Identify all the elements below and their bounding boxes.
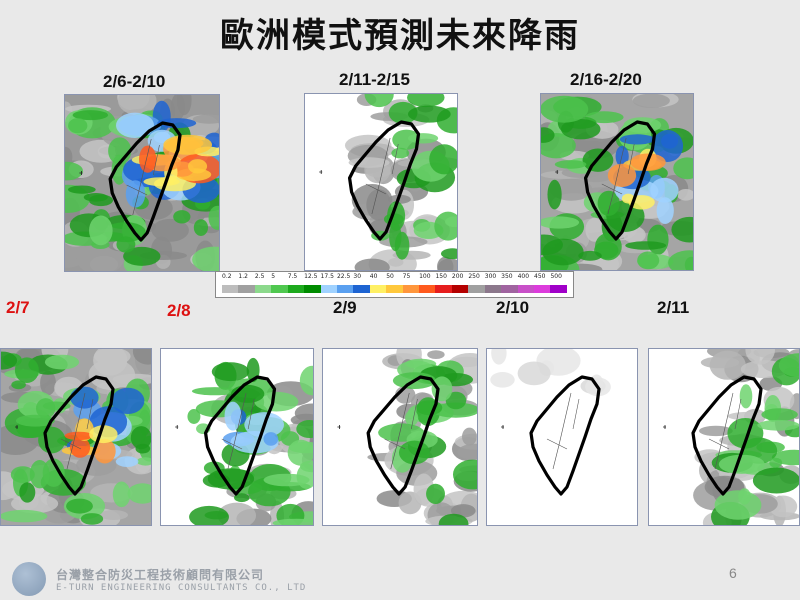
legend-tick-label: 150 xyxy=(435,273,447,280)
legend-color-swatch xyxy=(254,285,272,293)
legend-tick-label: 500 xyxy=(550,273,562,280)
rain-map-2-9 xyxy=(322,348,478,526)
rainfall-map-graphic xyxy=(1,349,151,525)
legend-tick-label: 5 xyxy=(271,273,276,280)
rain-map-2-16-to-2-20 xyxy=(540,93,694,271)
legend-color-swatch xyxy=(353,285,370,293)
legend-color-swatch xyxy=(451,285,469,293)
rain-map-2-11-to-2-15 xyxy=(304,93,458,271)
top-panel-label-1: 2/6-2/10 xyxy=(103,72,166,91)
company-name-cn: 台灣整合防災工程技術顧問有限公司 xyxy=(56,568,265,582)
bottom-panel-label-2: 2/8 xyxy=(167,301,191,320)
legend-color-swatch xyxy=(304,285,321,293)
legend-tick-label: 200 xyxy=(451,273,464,280)
rainfall-map-graphic xyxy=(649,349,799,525)
legend-tick-label: 400 xyxy=(517,273,530,280)
legend-color-swatch xyxy=(435,285,452,293)
legend-tick-label: 0.2 xyxy=(222,273,232,280)
legend-color-swatch xyxy=(222,285,239,293)
legend-tick-label: 30 xyxy=(353,273,362,280)
legend-tick-label: 22.5 xyxy=(336,273,351,280)
legend-tick-label: 17.5 xyxy=(320,273,334,280)
legend-tick-label: 50 xyxy=(386,273,394,280)
top-panel-label-2: 2/11-2/15 xyxy=(339,70,410,89)
legend-colorbar xyxy=(222,285,567,293)
top-panel-label-3: 2/16-2/20 xyxy=(570,70,642,89)
legend-color-swatch xyxy=(386,285,403,293)
rainfall-map-graphic xyxy=(487,349,637,525)
legend-tick-label: 1.2 xyxy=(238,273,248,280)
page-number: 6 xyxy=(729,565,737,581)
legend-color-swatch xyxy=(468,285,485,293)
legend-color-swatch xyxy=(501,285,518,293)
legend-color-swatch xyxy=(238,285,255,293)
rain-map-2-11 xyxy=(648,348,800,526)
company-name-en: E-TURN ENGINEERING CONSULTANTS CO., LTD xyxy=(56,583,307,593)
legend-color-swatch xyxy=(402,285,420,293)
legend-color-swatch xyxy=(484,285,502,293)
rainfall-map-graphic xyxy=(323,349,477,525)
legend-color-swatch xyxy=(419,285,436,293)
bottom-panel-label-1: 2/7 xyxy=(6,298,30,317)
legend-color-swatch xyxy=(336,285,354,293)
rainfall-color-legend: 0.2 1.2 2.5 5 7.5 12.5 17.5 22.5 30 40 50 75 100 150 2… xyxy=(215,271,574,298)
bottom-panel-label-5: 2/11 xyxy=(657,298,690,317)
legend-tick-label: 7.5 xyxy=(287,273,298,280)
rainfall-map-graphic xyxy=(305,94,457,270)
legend-color-swatch xyxy=(287,285,305,293)
rainfall-map-graphic xyxy=(161,349,313,525)
slide-title: 歐洲模式預測未來降雨 xyxy=(220,16,580,56)
rain-map-2-8 xyxy=(160,348,314,526)
legend-color-swatch xyxy=(534,285,551,293)
legend-tick-label: 300 xyxy=(484,273,497,280)
legend-tick-label: 12.5 xyxy=(304,273,318,280)
legend-ticks: 0.2 1.2 2.5 5 7.5 12.5 17.5 22.5 30 40 50 75 100 150 2… xyxy=(222,273,567,283)
legend-color-swatch xyxy=(271,285,288,293)
bottom-panel-label-4: 2/10 xyxy=(496,298,530,317)
legend-tick-label: 350 xyxy=(501,273,513,280)
bottom-panel-label-3: 2/9 xyxy=(333,298,357,317)
legend-tick-label: 250 xyxy=(468,273,480,280)
rain-map-2-6-to-2-10 xyxy=(64,94,220,272)
company-logo-icon xyxy=(12,562,46,596)
legend-tick-label: 75 xyxy=(402,273,411,280)
rainfall-map-graphic xyxy=(65,95,219,271)
legend-color-swatch xyxy=(369,285,387,293)
rainfall-map-graphic xyxy=(541,94,693,270)
legend-tick-label: 100 xyxy=(419,273,431,280)
legend-color-swatch xyxy=(517,285,535,293)
legend-color-swatch xyxy=(550,285,567,293)
rain-map-2-10 xyxy=(486,348,638,526)
legend-tick-label: 40 xyxy=(369,273,378,280)
legend-tick-label: 450 xyxy=(534,273,546,280)
legend-color-swatch xyxy=(320,285,337,293)
legend-tick-label: 2.5 xyxy=(254,273,265,280)
rain-map-2-7 xyxy=(0,348,152,526)
